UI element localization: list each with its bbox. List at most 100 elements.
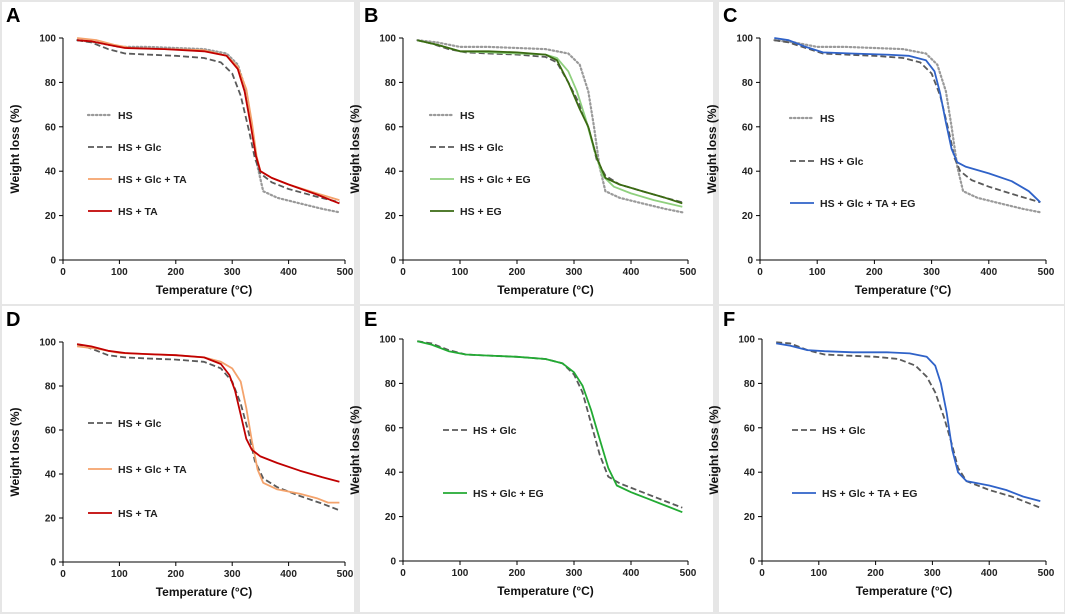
panel-b: 0 20 40 60 80 100 0 100 200 300 400 500 Temperature … xyxy=(348,2,713,304)
panel-background xyxy=(2,306,354,612)
y-tick-label: 60 xyxy=(385,122,397,133)
x-tick-label: 0 xyxy=(60,267,66,278)
x-axis-title: Temperature (°C) xyxy=(497,283,594,297)
y-tick-label: 60 xyxy=(385,423,397,434)
y-tick-label: 80 xyxy=(45,382,57,393)
x-tick-label: 500 xyxy=(1038,267,1055,278)
x-axis-title: Temperature (°C) xyxy=(156,585,253,599)
y-tick-label: 80 xyxy=(385,78,397,89)
x-tick-label: 500 xyxy=(337,267,354,278)
y-axis-title: Weight loss (%) xyxy=(705,104,719,193)
legend-label: HS + EG xyxy=(460,206,502,218)
y-tick-label: 0 xyxy=(50,256,56,267)
y-tick-label: 100 xyxy=(39,338,56,349)
y-tick-label: 0 xyxy=(747,256,753,267)
y-tick-label: 80 xyxy=(744,379,756,390)
legend-label: HS + Glc xyxy=(460,142,504,154)
x-tick-label: 300 xyxy=(224,569,241,580)
panel-a: 0 20 40 60 80 100 0 100 200 300 400 500 Temperature … xyxy=(2,2,354,304)
y-tick-label: 100 xyxy=(379,335,396,346)
panel-c: 0 20 40 60 80 100 0 100 200 300 400 500 Temperature … xyxy=(705,2,1064,304)
y-tick-label: 40 xyxy=(742,167,754,178)
x-tick-label: 100 xyxy=(111,569,128,580)
panel-label: B xyxy=(364,5,378,27)
y-tick-label: 0 xyxy=(390,557,396,568)
panel-label: A xyxy=(6,5,20,27)
legend-label: HS + Glc xyxy=(822,425,866,437)
panel-background xyxy=(360,2,713,304)
x-tick-label: 300 xyxy=(566,267,583,278)
y-axis-title: Weight loss (%) xyxy=(8,407,22,496)
y-tick-label: 100 xyxy=(738,335,755,346)
x-tick-label: 100 xyxy=(452,568,469,579)
x-tick-label: 500 xyxy=(337,569,354,580)
panel-e: 0 20 40 60 80 100 0 100 200 300 400 500 Temperature … xyxy=(348,306,713,612)
legend-label: HS + Glc xyxy=(820,156,864,168)
y-tick-label: 0 xyxy=(749,557,755,568)
panel-background xyxy=(2,2,354,304)
panel-background xyxy=(719,2,1064,304)
legend-label: HS xyxy=(118,110,133,122)
x-tick-label: 200 xyxy=(167,569,184,580)
x-tick-label: 400 xyxy=(980,267,997,278)
x-tick-label: 500 xyxy=(680,568,697,579)
y-tick-label: 100 xyxy=(39,34,56,45)
y-tick-label: 60 xyxy=(742,122,754,133)
panel-background xyxy=(360,306,713,612)
x-tick-label: 100 xyxy=(452,267,469,278)
y-tick-label: 100 xyxy=(736,34,753,45)
series-line-hs-glc xyxy=(76,39,340,204)
x-tick-label: 300 xyxy=(923,267,940,278)
y-axis-title: Weight loss (%) xyxy=(348,405,362,494)
y-tick-label: 60 xyxy=(45,122,57,133)
y-tick-label: 80 xyxy=(45,78,57,89)
y-axis-title: Weight loss (%) xyxy=(707,405,721,494)
series-line-hs-glc xyxy=(776,341,1041,509)
legend-label: HS + Glc + EG xyxy=(473,488,544,500)
series-line-hs-ta xyxy=(76,343,340,483)
x-tick-label: 100 xyxy=(809,267,826,278)
x-tick-label: 0 xyxy=(60,569,66,580)
x-tick-label: 400 xyxy=(623,267,640,278)
y-tick-label: 80 xyxy=(742,78,754,89)
x-axis-title: Temperature (°C) xyxy=(856,584,953,598)
y-tick-label: 20 xyxy=(385,512,397,523)
legend-label: HS + Glc + TA xyxy=(118,464,187,476)
series-line-hs-glc-eg xyxy=(417,340,683,514)
legend-label: HS + Glc + TA + EG xyxy=(820,198,915,210)
y-tick-label: 60 xyxy=(45,426,57,437)
panel-label: C xyxy=(723,5,737,27)
legend-label: HS + Glc xyxy=(118,142,162,154)
x-tick-label: 300 xyxy=(566,568,583,579)
y-tick-label: 60 xyxy=(744,423,756,434)
x-tick-label: 200 xyxy=(509,568,526,579)
series-line-hs xyxy=(416,39,684,214)
panel-label: D xyxy=(6,309,20,331)
x-axis-title: Temperature (°C) xyxy=(855,283,952,297)
y-tick-label: 40 xyxy=(45,167,57,178)
legend-label: HS xyxy=(820,113,835,125)
y-tick-label: 40 xyxy=(385,167,397,178)
legend-label: HS + Glc + TA + EG xyxy=(822,488,917,500)
series-line-hs-glc-ta-eg xyxy=(776,342,1041,502)
legend-label: HS + TA xyxy=(118,206,158,218)
x-tick-label: 300 xyxy=(224,267,241,278)
x-tick-label: 200 xyxy=(866,267,883,278)
panel-label: E xyxy=(364,309,377,331)
y-axis-title: Weight loss (%) xyxy=(8,104,22,193)
x-axis-title: Temperature (°C) xyxy=(497,584,594,598)
x-tick-label: 200 xyxy=(167,267,184,278)
y-tick-label: 40 xyxy=(45,470,57,481)
y-tick-label: 20 xyxy=(45,211,57,222)
x-tick-label: 200 xyxy=(509,267,526,278)
x-tick-label: 0 xyxy=(757,267,763,278)
x-tick-label: 400 xyxy=(623,568,640,579)
x-tick-label: 200 xyxy=(867,568,884,579)
y-tick-label: 40 xyxy=(385,468,397,479)
legend-label: HS xyxy=(460,110,475,122)
panel-f: 0 20 40 60 80 100 0 100 200 300 400 500 Temperature … xyxy=(707,306,1064,612)
x-tick-label: 0 xyxy=(759,568,765,579)
x-tick-label: 300 xyxy=(924,568,941,579)
y-tick-label: 20 xyxy=(744,512,756,523)
